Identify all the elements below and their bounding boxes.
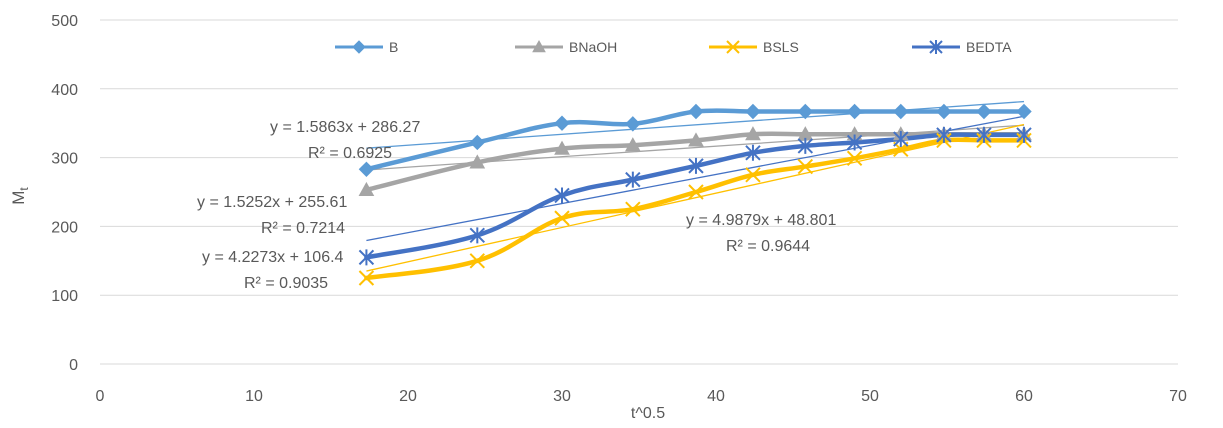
data-point-b <box>797 103 814 120</box>
data-point-bedta <box>554 187 570 204</box>
x-tick-label: 0 <box>96 388 105 405</box>
y-tick-label: 100 <box>51 288 78 305</box>
data-point-bedta <box>976 126 992 143</box>
data-point-b <box>358 161 375 178</box>
legend-label-bedta: BEDTA <box>966 39 1012 55</box>
trendline-eq-bnaoh: y = 1.5252x + 255.61 <box>197 194 347 211</box>
data-point-bedta <box>846 134 863 151</box>
data-point-bsls <box>625 201 641 217</box>
trendline-r2-bedta: R² = 0.9035 <box>244 275 328 292</box>
gridlines <box>100 19 1178 296</box>
legend: B BNaOH BSLS BEDTA <box>335 39 1012 55</box>
data-point-bedta <box>469 227 486 244</box>
trendlines <box>366 100 1025 272</box>
data-point-bsls <box>745 167 761 183</box>
x-tick-label: 10 <box>245 388 263 405</box>
y-tick-labels: 0 100 200 300 400 500 <box>51 13 78 374</box>
x-tick-label: 50 <box>861 388 879 405</box>
x-tick-label: 70 <box>1169 388 1187 405</box>
data-point-bsls <box>846 150 863 166</box>
data-point-b <box>976 103 992 120</box>
y-axis-label: Mt <box>9 187 31 205</box>
data-point-b <box>625 116 641 132</box>
data-point-b <box>936 103 952 120</box>
trendline-r2-bsls: R² = 0.9644 <box>726 238 810 255</box>
data-point-bedta <box>358 249 375 266</box>
data-point-bsls <box>469 253 486 269</box>
data-point-b <box>846 103 863 120</box>
data-point-bnaoh <box>688 132 704 147</box>
trendline-annotations: y = 1.5863x + 286.27 R² = 0.6925 y = 1.5… <box>197 119 836 292</box>
series-line-bedta <box>364 132 1027 260</box>
x-tick-label: 60 <box>1015 388 1033 405</box>
series-markers <box>358 103 1032 286</box>
data-point-b <box>469 134 486 151</box>
trendline-bsls <box>366 123 1025 272</box>
x-tick-label: 40 <box>707 388 725 405</box>
legend-marker-bsls <box>726 40 740 54</box>
data-point-b <box>893 103 909 120</box>
legend-marker-bnaoh <box>532 39 546 53</box>
data-point-bnaoh <box>554 140 570 155</box>
y-axis-label-subscript: t <box>17 187 31 191</box>
data-point-b <box>688 103 704 120</box>
legend-label-bnaoh: BNaOH <box>569 39 617 55</box>
trendline-eq-bsls: y = 4.9879x + 48.801 <box>686 212 836 229</box>
data-point-bedta <box>688 157 704 174</box>
data-point-bnaoh <box>745 126 761 141</box>
x-tick-label: 30 <box>553 388 571 405</box>
x-axis-label: t^0.5 <box>631 405 665 422</box>
legend-label-b: B <box>389 39 398 55</box>
data-point-bsls <box>358 270 375 286</box>
legend-marker-b <box>352 40 366 54</box>
legend-label-bsls: BSLS <box>763 39 799 55</box>
x-tick-labels: 0 10 20 30 40 50 60 70 <box>96 388 1187 405</box>
y-tick-label: 300 <box>51 151 78 168</box>
trendline-r2-b: R² = 0.6925 <box>308 145 392 162</box>
data-point-bnaoh <box>469 154 486 169</box>
x-tick-label: 20 <box>399 388 417 405</box>
data-point-b <box>1016 103 1032 120</box>
data-point-bedta <box>893 131 909 148</box>
trendline-eq-b: y = 1.5863x + 286.27 <box>270 119 420 136</box>
data-point-bedta <box>745 144 761 161</box>
data-point-bedta <box>625 171 641 188</box>
y-tick-label: 200 <box>51 219 78 236</box>
data-point-b <box>554 115 570 131</box>
legend-marker-bedta <box>929 40 943 54</box>
y-tick-label: 500 <box>51 13 78 30</box>
data-point-bsls <box>554 210 570 226</box>
data-point-bedta <box>936 126 952 143</box>
data-point-bsls <box>688 184 704 200</box>
data-point-bsls <box>797 158 814 175</box>
data-point-bnaoh <box>358 181 375 197</box>
data-point-bnaoh <box>624 137 641 152</box>
data-point-bedta <box>1016 126 1032 143</box>
trendline-r2-bnaoh: R² = 0.7214 <box>261 220 345 237</box>
data-point-bedta <box>797 137 814 154</box>
y-tick-label: 400 <box>51 82 78 99</box>
data-point-b <box>745 103 761 120</box>
trendline-eq-bedta: y = 4.2273x + 106.4 <box>202 249 344 266</box>
y-axis-label-main: M <box>9 191 28 205</box>
y-tick-label: 0 <box>69 357 78 374</box>
